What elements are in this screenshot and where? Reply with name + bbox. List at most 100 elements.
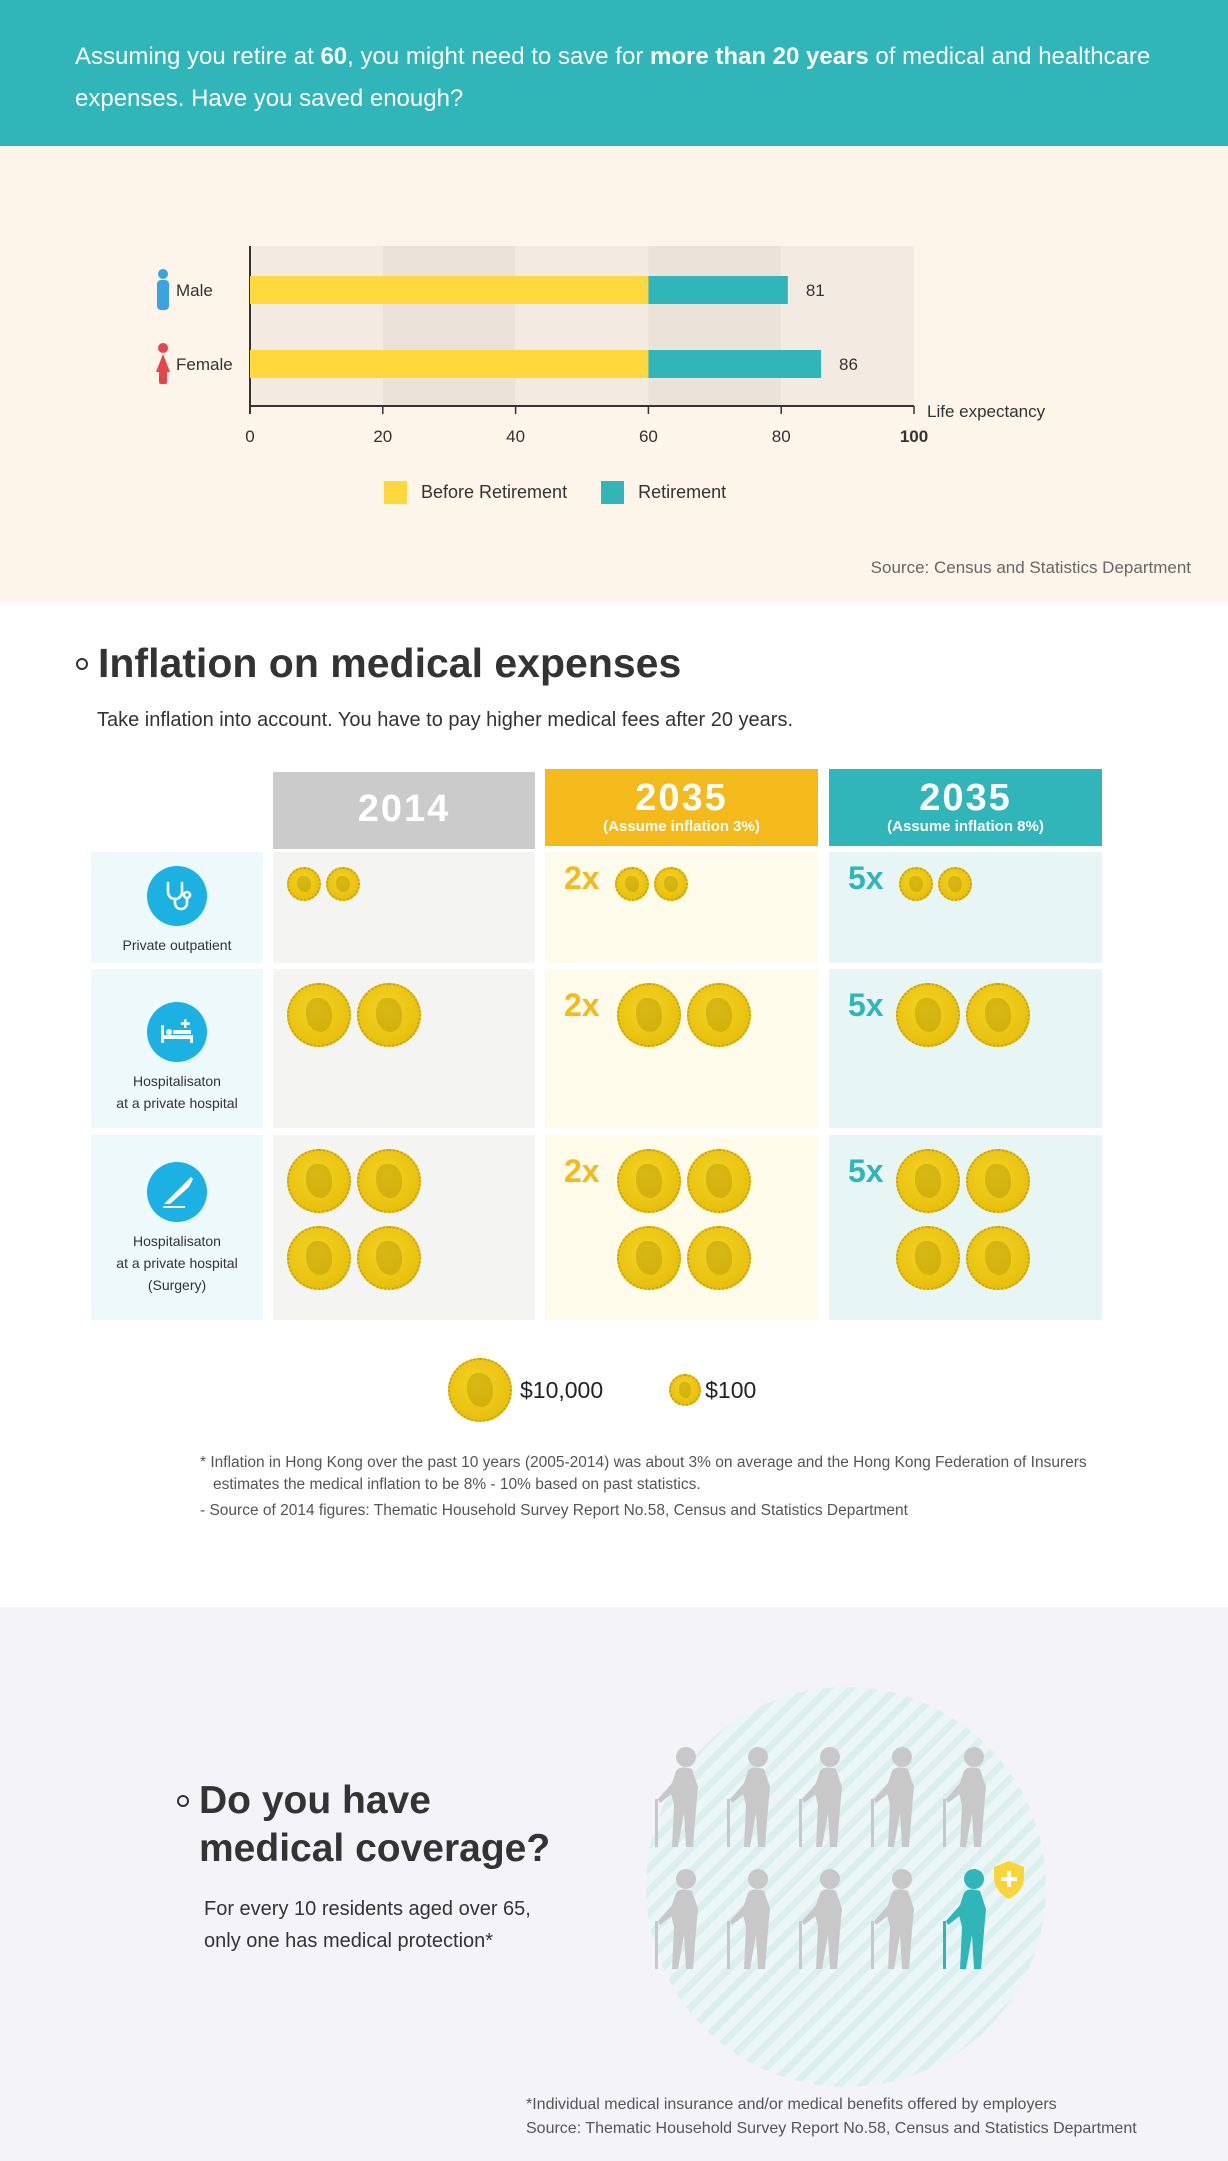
big-coin-icon [896,983,960,1047]
person-head [676,1869,696,1889]
scalpel-icon [147,1162,207,1222]
unprotected-resident [799,1747,842,1847]
coin-legend: $10,000 $100 [448,1358,756,1422]
column-assumption: (Assume inflation 8%) [887,818,1044,835]
inflation-subtitle: Take inflation into account. You have to… [97,709,793,731]
person-head [964,1869,984,1889]
column-assumption: (Assume inflation 3%) [603,818,760,835]
coverage-text-line1: For every 10 residents aged over 65, [204,1898,531,1920]
bar-female-before [250,350,649,378]
walking-cane [943,1921,946,1969]
x-tick-label: 0 [245,427,254,446]
big-coin-icon [966,1226,1030,1290]
walking-cane [655,1921,658,1969]
big-coin-icon [896,1226,960,1290]
big-coin-icon [687,1149,751,1213]
multiplier-label: 5x [848,860,884,896]
multiplier-label: 2x [564,987,600,1023]
cell-3-3: 5x [829,1135,1102,1320]
bar-female-retirement [648,350,822,378]
row-label-text: Private outpatient [91,934,263,956]
icon-head [158,269,168,279]
hospital-bed-icon [147,1002,207,1062]
small-coin-icon [938,867,972,901]
walking-cane [727,1799,730,1847]
multiplier-label: 2x [564,860,600,896]
data-label-male: 81 [806,281,825,300]
big-coin-icon [448,1358,512,1422]
residents-illustration [646,1687,1046,2087]
inflation-title-text: Inflation on medical expenses [98,640,682,686]
bar-male-before [250,276,649,304]
category-label-female: Female [176,355,233,374]
column-header-2035: 2035 (Assume inflation 3%) [545,769,818,846]
big-coin-icon [287,983,351,1047]
column-header-2014: 2014 [273,772,535,849]
walking-cane [871,1799,874,1847]
plot-band [382,246,516,406]
icon-body [157,280,169,310]
coverage-source: Source: Thematic Household Survey Report… [526,2120,1137,2137]
row-label-line: Hospitalisaton [133,1073,221,1089]
x-tick-label: 40 [506,427,525,446]
legend-label-before: Before Retirement [421,482,568,502]
big-coin-value: $10,000 [520,1376,604,1403]
walking-cane [655,1799,658,1847]
x-tick-label: 60 [639,427,658,446]
life-expectancy-chart: 0 20 40 60 80 100 Life expectancy 81 Male 86 Femal… [156,246,1046,446]
person-head [892,1869,912,1889]
person-arm [946,1903,966,1925]
column-year: 2014 [357,788,451,830]
plot-band [515,246,649,406]
bar-male-retirement [648,276,788,304]
person-head [748,1747,768,1767]
walking-cane [943,1799,946,1847]
column-year: 2035 [635,777,728,819]
walking-cane [871,1921,874,1969]
big-coin-icon [966,983,1030,1047]
row-label-text: Hospitalisaton at a private hospital [91,1070,263,1114]
small-coin-value: $100 [705,1376,757,1403]
unprotected-resident [943,1747,986,1847]
intro-banner: Assuming you retire at 60, you might nee… [0,0,1228,146]
bullet-icon [177,1795,189,1807]
coverage-text: For every 10 residents aged over 65, onl… [204,1893,604,1957]
big-coin-icon [357,1149,421,1213]
icon-dress [156,354,170,372]
icon-legs [159,370,167,384]
male-icon [157,269,169,310]
person-head [820,1747,840,1767]
coverage-title-line2: medical coverage? [199,1827,551,1870]
row-label-3: Hospitalisaton at a private hospital (Surg… [91,1135,263,1320]
shield-icon [994,1861,1024,1899]
big-coin-icon [287,1149,351,1213]
coverage-section: Do you have medical coverage? For every … [0,1607,1228,2161]
person-arm [874,1903,894,1925]
big-coin-icon [896,1149,960,1213]
female-icon [156,343,170,384]
inflation-title: Inflation on medical expenses [76,640,681,687]
unprotected-resident [871,1747,914,1847]
row-label-1: Private outpatient [91,852,263,963]
legend-before-retirement: Before Retirement [384,481,567,504]
shield-cross-h [1001,1877,1017,1881]
person-arm [730,1781,750,1803]
small-coin-icon [899,867,933,901]
x-axis-label: Life expectancy [927,402,1046,421]
row-label-line: (Surgery) [147,1277,207,1293]
unprotected-resident [727,1747,770,1847]
x-tick-label: 80 [772,427,791,446]
legend-swatch-retirement [601,481,625,504]
x-tick-label: 20 [373,427,392,446]
data-label-female: 86 [839,355,858,374]
chart-legend: Before Retirement Retirement [384,481,726,504]
row-label-2: Hospitalisaton at a private hospital [91,969,263,1128]
multiplier-label: 5x [848,1153,884,1189]
note-inflation: * Inflation in Hong Kong over the past 1… [200,1454,1087,1493]
walking-cane [727,1921,730,1969]
stethoscope-icon [147,866,207,926]
cell-3-2: 2x [545,1135,818,1320]
unprotected-resident [727,1869,770,1969]
unprotected-resident [799,1869,842,1969]
person-head [964,1747,984,1767]
